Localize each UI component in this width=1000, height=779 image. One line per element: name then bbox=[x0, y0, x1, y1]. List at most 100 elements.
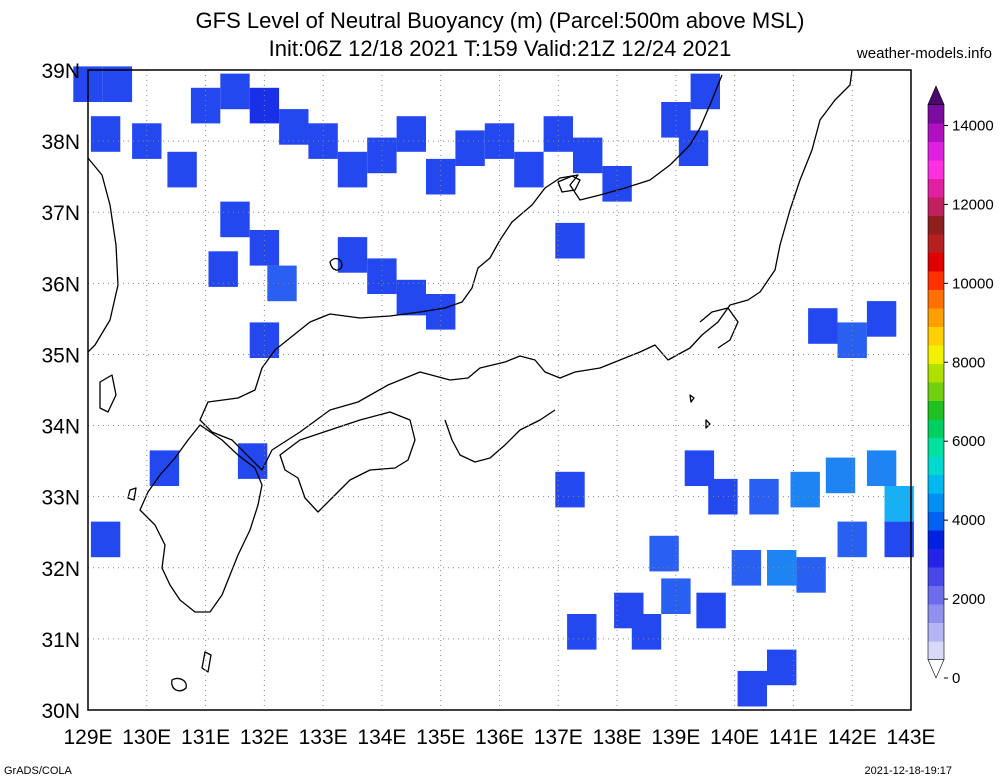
colorbar-segment bbox=[928, 363, 944, 383]
field-cell bbox=[396, 279, 426, 316]
field-cell bbox=[514, 151, 544, 188]
field-cell bbox=[396, 116, 426, 152]
colorbar-tick-label: 4000 bbox=[952, 512, 985, 529]
latitude-tick-label: 36N bbox=[41, 273, 80, 296]
colorbar-segment bbox=[928, 160, 944, 179]
colorbar-segment bbox=[928, 511, 944, 531]
colorbar-segment bbox=[928, 178, 944, 198]
latitude-tick-label: 35N bbox=[41, 344, 80, 367]
tanegashima bbox=[201, 651, 212, 673]
longitude-tick-label: 137E bbox=[534, 726, 583, 749]
colorbar-segment bbox=[928, 419, 944, 438]
tsushima-island bbox=[99, 374, 117, 413]
izu-islands bbox=[689, 394, 711, 429]
field-cell bbox=[649, 535, 679, 572]
longitude-tick-label: 138E bbox=[593, 726, 642, 749]
honshu-coastline bbox=[199, 69, 853, 471]
field-cell bbox=[543, 116, 573, 152]
field-cell bbox=[167, 151, 197, 188]
longitude-tick-label: 129E bbox=[63, 726, 112, 749]
chart-subtitle: Init:06Z 12/18 2021 T:159 Valid:21Z 12/2… bbox=[268, 36, 732, 61]
field-cell bbox=[220, 201, 250, 238]
colorbar-outline bbox=[927, 104, 945, 660]
colorbar-segment bbox=[928, 382, 944, 401]
colorbar-segment bbox=[928, 141, 944, 161]
yakushima bbox=[171, 677, 187, 692]
colorbar-segment bbox=[928, 104, 944, 124]
latitude-tick-label: 39N bbox=[41, 60, 80, 83]
longitude-labels: 129E 130E 131E 132E 133E 134E 135E 136E 137E 138E… bbox=[63, 726, 935, 749]
colorbar-segment bbox=[928, 345, 944, 364]
field-cell bbox=[426, 158, 456, 195]
field-cell bbox=[102, 66, 133, 102]
field-cell bbox=[90, 521, 121, 558]
field-cell bbox=[367, 258, 397, 294]
oki-islands bbox=[329, 257, 343, 271]
colorbar-tick-label: 12000 bbox=[952, 196, 994, 213]
longitude-tick-label: 133E bbox=[299, 726, 348, 749]
field-cell bbox=[337, 151, 368, 188]
graticule bbox=[87, 69, 912, 711]
brand-label: weather-models.info bbox=[856, 45, 992, 62]
longitude-tick-label: 140E bbox=[710, 726, 759, 749]
field-cell bbox=[555, 471, 585, 508]
coastline-layer bbox=[87, 69, 853, 692]
field-cell bbox=[661, 578, 691, 614]
map-frame bbox=[87, 69, 912, 711]
chart-title: GFS Level of Neutral Buoyancy (m) (Parce… bbox=[195, 8, 805, 33]
field-cell bbox=[567, 614, 597, 650]
colorbar-segment bbox=[928, 400, 944, 420]
field-cell bbox=[337, 237, 368, 273]
latitude-tick-label: 32N bbox=[41, 558, 80, 581]
field-cell bbox=[790, 471, 820, 508]
colorbar-segment bbox=[928, 622, 944, 642]
korea-coastline bbox=[87, 157, 119, 353]
colorbar-segment bbox=[928, 474, 944, 494]
latitude-tick-label: 33N bbox=[41, 487, 80, 510]
boso-coastline bbox=[699, 307, 739, 349]
field-cell bbox=[602, 166, 632, 202]
colorbar-segment bbox=[928, 585, 944, 605]
sado-island bbox=[557, 175, 581, 193]
colorbar-bottom-arrow bbox=[927, 659, 945, 679]
field-cell bbox=[767, 649, 797, 686]
latitude-tick-label: 37N bbox=[41, 202, 80, 225]
colorbar-tick-label: 10000 bbox=[952, 275, 994, 292]
field-cell bbox=[149, 450, 180, 486]
longitude-tick-label: 136E bbox=[475, 726, 524, 749]
footer-timestamp: 2021-12-18-19:17 bbox=[864, 765, 952, 777]
latitude-labels: 30N 31N 32N 33N 34N 35N 36N 37N 38N 39N bbox=[41, 60, 80, 723]
field-cell bbox=[484, 123, 515, 159]
latitude-tick-label: 31N bbox=[41, 629, 80, 652]
latitude-tick-label: 30N bbox=[41, 700, 80, 723]
goto-islands bbox=[127, 487, 137, 501]
colorbar-tick-label: 14000 bbox=[952, 117, 994, 134]
field-cell bbox=[573, 137, 603, 174]
colorbar-segment bbox=[928, 234, 944, 253]
field-cell bbox=[866, 301, 897, 337]
colorbar-segment bbox=[928, 548, 944, 568]
colorbar-segment bbox=[928, 604, 944, 623]
colorbar: 0 2000 4000 6000 8000 10000 12000 14000 bbox=[927, 85, 994, 687]
field-cell bbox=[808, 308, 838, 344]
colorbar-tick-label: 8000 bbox=[952, 354, 985, 371]
longitude-tick-label: 132E bbox=[240, 726, 289, 749]
field-cell bbox=[825, 457, 856, 494]
colorbar-segment bbox=[928, 215, 944, 235]
longitude-tick-label: 143E bbox=[886, 726, 935, 749]
colorbar-segment bbox=[928, 308, 944, 327]
longitude-tick-label: 130E bbox=[122, 726, 171, 749]
kyushu-coastline bbox=[139, 424, 263, 613]
colorbar-segment bbox=[928, 197, 944, 216]
colorbar-tick-label: 0 bbox=[952, 670, 960, 687]
field-cell bbox=[767, 550, 797, 586]
colorbar-top-arrow bbox=[927, 85, 945, 105]
field-cell bbox=[737, 670, 767, 707]
longitude-tick-label: 134E bbox=[357, 726, 406, 749]
field-cell bbox=[555, 222, 585, 259]
colorbar-segment bbox=[928, 326, 944, 346]
field-cell bbox=[426, 294, 456, 330]
colorbar-segment bbox=[928, 530, 944, 549]
latitude-tick-label: 34N bbox=[41, 416, 80, 439]
